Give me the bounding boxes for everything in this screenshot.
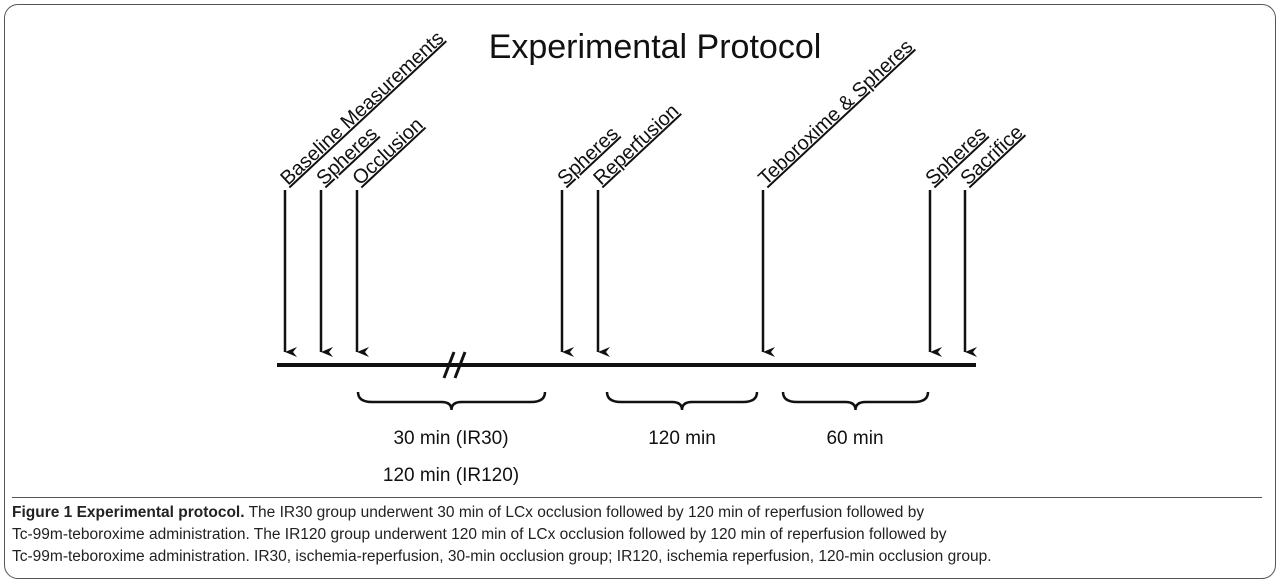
caption: Figure 1 Experimental protocol. The IR30… [12, 497, 1262, 568]
diagram: Experimental Protocol Baseline Measureme… [276, 27, 1027, 486]
break-mark [442, 351, 467, 379]
caption-text: The IR30 group underwent 30 min of LCx o… [244, 504, 925, 521]
caption-line: Tc-99m-teboroxime administration. IR30, … [12, 548, 992, 565]
interval-brace [605, 391, 759, 411]
interval-label: 30 min (IR30) [393, 428, 508, 449]
interval-label: 60 min [826, 428, 883, 449]
caption-line: Tc-99m-teboroxime administration. The IR… [12, 526, 947, 543]
interval-label: 120 min [648, 428, 716, 449]
interval-label: 120 min (IR120) [383, 465, 519, 486]
caption-label: Figure 1 Experimental protocol. [12, 504, 245, 521]
figure-frame [4, 4, 1276, 579]
interval-brace [781, 391, 930, 411]
interval-brace [356, 391, 547, 411]
title: Experimental Protocol [489, 28, 822, 66]
caption-line: Figure 1 Experimental protocol. The IR30… [12, 502, 1262, 524]
